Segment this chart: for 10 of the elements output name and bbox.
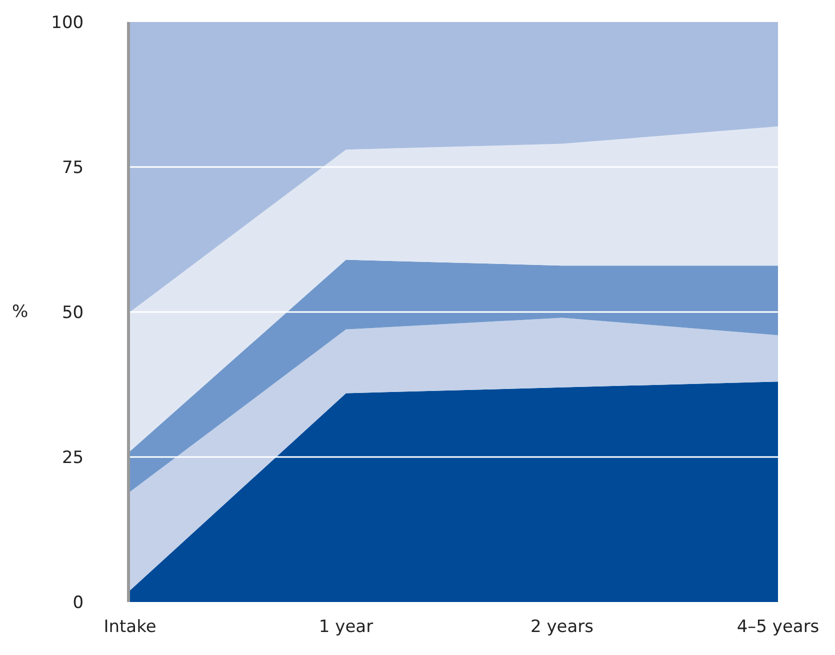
y-tick-label: 0 bbox=[72, 592, 84, 613]
y-axis-title: % bbox=[12, 302, 28, 322]
x-tick-label: Intake bbox=[104, 617, 156, 637]
x-tick-label: 1 year bbox=[318, 617, 374, 637]
y-tick-label: 50 bbox=[62, 302, 84, 323]
y-tick-label: 75 bbox=[62, 158, 84, 178]
x-tick-label: 2 years bbox=[530, 617, 594, 637]
y-tick-label: 25 bbox=[62, 448, 84, 468]
y-tick-label: 100 bbox=[51, 12, 84, 33]
x-tick-label: 4–5 years bbox=[736, 617, 820, 637]
